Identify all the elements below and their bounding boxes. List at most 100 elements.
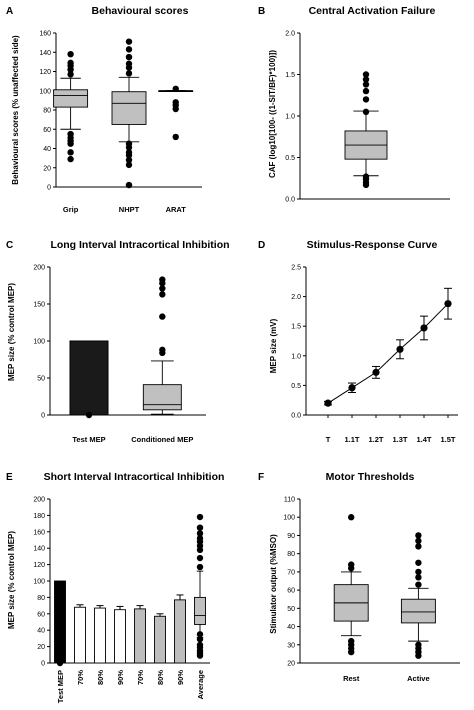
chart-e-bar bbox=[114, 609, 126, 664]
chart-f-outlier bbox=[415, 537, 422, 545]
chart-c-y-tick-label: 100 bbox=[33, 339, 45, 346]
chart-c-outlier bbox=[159, 285, 166, 292]
chart-e-outlier bbox=[196, 513, 204, 521]
chart-f-outlier bbox=[415, 574, 422, 581]
chart-f-y-tick-label: 40 bbox=[287, 624, 295, 631]
chart-e-bar bbox=[134, 608, 146, 664]
chart-e-bar-outlier bbox=[56, 659, 64, 667]
chart-c-box bbox=[142, 384, 182, 411]
chart-e-y-tick-label: 140 bbox=[33, 546, 45, 553]
chart-c-outlier bbox=[159, 346, 166, 354]
chart-d-y-tick-label: 1.0 bbox=[291, 353, 301, 360]
chart-f-title: Motor Thresholds bbox=[326, 471, 415, 483]
chart-b-outlier bbox=[362, 173, 370, 180]
chart-a-y-tick-label: 80 bbox=[43, 108, 51, 115]
chart-c-y-tick-label: 150 bbox=[33, 302, 45, 309]
chart-e-bar bbox=[174, 599, 186, 664]
chart-e-x-label: 70% bbox=[76, 670, 85, 685]
chart-e-y-tick-label: 60 bbox=[37, 611, 45, 618]
chart-e-bar bbox=[154, 615, 166, 664]
chart-a-outlier bbox=[172, 133, 179, 141]
chart-f-y-tick-label: 90 bbox=[287, 533, 295, 540]
chart-a-y-tick-label: 100 bbox=[39, 88, 51, 95]
chart-a-y-tick-label: 0 bbox=[47, 185, 51, 192]
chart-e-y-tick-label: 180 bbox=[33, 513, 45, 520]
chart-a-outlier bbox=[125, 161, 133, 169]
chart-d-point bbox=[372, 368, 380, 376]
chart-f-x-label: Rest bbox=[343, 674, 360, 683]
chart-e-outlier bbox=[196, 631, 204, 638]
chart-a-x-label: NHPT bbox=[119, 205, 140, 214]
chart-a-y-tick-label: 40 bbox=[43, 146, 51, 153]
chart-a-outlier bbox=[125, 46, 133, 53]
chart-c-outlier bbox=[159, 276, 166, 283]
chart-e-bar bbox=[74, 606, 86, 664]
chart-b-y-tick-label: 1.5 bbox=[285, 72, 295, 79]
chart-a-outlier bbox=[67, 130, 74, 138]
chart-a-outlier bbox=[125, 38, 133, 45]
chart-c-x-label: Conditioned MEP bbox=[131, 435, 193, 444]
chart-c-y-tick-label: 50 bbox=[37, 376, 45, 383]
chart-e-y-tick-label: 120 bbox=[33, 562, 45, 569]
chart-f-ylabel: Stimulator output (%MSO) bbox=[269, 534, 278, 634]
chart-a-outlier bbox=[172, 99, 179, 106]
chart-e-y-tick-label: 20 bbox=[37, 644, 45, 651]
chart-e-y-tick-label: 80 bbox=[37, 595, 45, 602]
chart-b-outlier bbox=[362, 87, 370, 95]
chart-e-x-label: Average bbox=[196, 670, 205, 699]
chart-f-y-tick-label: 80 bbox=[287, 551, 295, 558]
chart-e-x-label: 90% bbox=[116, 670, 125, 685]
chart-f-y-tick-label: 70 bbox=[287, 569, 295, 576]
chart-d-y-tick-label: 0.5 bbox=[291, 383, 301, 390]
panel-letter-d: D bbox=[258, 240, 265, 251]
chart-f-outlier bbox=[415, 568, 422, 576]
chart-e-y-tick-label: 0 bbox=[41, 661, 45, 668]
panel-letter-e: E bbox=[6, 472, 13, 483]
chart-c-x-label: Test MEP bbox=[72, 435, 105, 444]
chart-e-outlier bbox=[196, 641, 204, 649]
chart-d-point bbox=[444, 300, 452, 308]
chart-a-outlier bbox=[67, 50, 74, 58]
chart-a-ylabel: Behavioural scores (% unaffected side) bbox=[11, 35, 20, 185]
chart-b-y-tick-label: 2.0 bbox=[285, 31, 295, 38]
chart-c-y-tick-label: 200 bbox=[33, 265, 45, 272]
chart-d-series-line bbox=[327, 303, 449, 404]
chart-c-outlier bbox=[159, 291, 166, 298]
chart-a-outlier bbox=[125, 156, 133, 164]
chart-e-y-tick-label: 40 bbox=[37, 628, 45, 635]
chart-d-y-tick-label: 1.5 bbox=[291, 324, 301, 331]
chart-d-point bbox=[324, 399, 332, 407]
chart-e-bar bbox=[54, 580, 66, 664]
chart-e-outlier bbox=[196, 554, 204, 562]
chart-e-x-label: 80% bbox=[96, 670, 105, 685]
chart-f-outlier bbox=[415, 581, 422, 588]
chart-d-x-label: 1.4T bbox=[416, 435, 431, 444]
chart-b-y-tick-label: 0.0 bbox=[285, 197, 295, 204]
chart-e-y-tick-label: 200 bbox=[33, 497, 45, 504]
chart-e-box bbox=[194, 596, 206, 625]
chart-d-ylabel: MEP size (mV) bbox=[269, 318, 278, 373]
chart-d-point bbox=[420, 324, 428, 332]
chart-e-outlier bbox=[196, 530, 204, 537]
chart-e-x-label: 80% bbox=[156, 670, 165, 685]
chart-f-y-tick-label: 100 bbox=[283, 515, 295, 522]
chart-f-outlier bbox=[415, 532, 422, 539]
chart-f-y-tick-label: 110 bbox=[284, 497, 295, 504]
chart-b-y-tick-label: 0.5 bbox=[285, 155, 295, 162]
chart-d-y-tick-label: 0.0 bbox=[291, 413, 301, 420]
panel-letter-a: A bbox=[6, 6, 13, 17]
chart-f-y-tick-label: 60 bbox=[287, 588, 295, 595]
chart-f-x-label: Active bbox=[407, 674, 430, 683]
chart-b-outlier bbox=[362, 76, 370, 83]
chart-a-box bbox=[111, 91, 147, 125]
chart-e-bar bbox=[94, 607, 106, 664]
chart-f-outlier bbox=[415, 641, 422, 648]
chart-a-outlier bbox=[125, 181, 133, 189]
panel-letter-c: C bbox=[6, 240, 13, 251]
chart-f-outlier bbox=[348, 561, 355, 568]
chart-e-outlier bbox=[196, 535, 204, 542]
chart-a-x-label: ARAT bbox=[166, 205, 187, 214]
chart-a-y-tick-label: 120 bbox=[39, 69, 51, 76]
chart-e-x-label: 90% bbox=[176, 670, 185, 685]
chart-d-x-label: T bbox=[326, 435, 331, 444]
